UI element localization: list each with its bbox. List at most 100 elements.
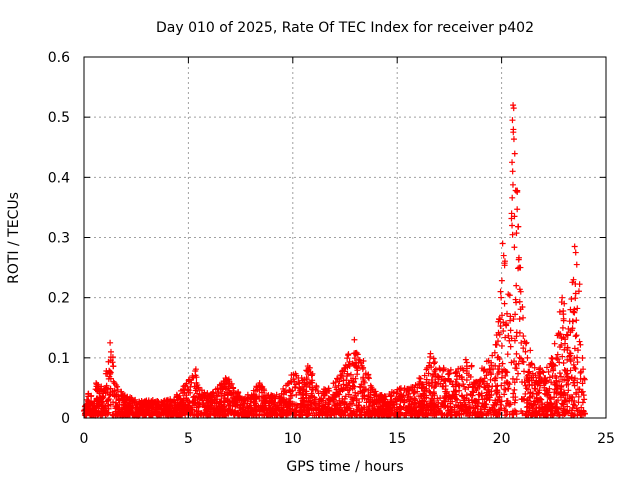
- data-point: [321, 404, 328, 411]
- data-point: [569, 279, 576, 286]
- data-point: [420, 398, 427, 405]
- x-tick-label: 15: [388, 431, 406, 447]
- data-point: [280, 404, 287, 411]
- data-point: [526, 407, 533, 414]
- data-point: [495, 338, 502, 345]
- data-point: [493, 332, 500, 339]
- data-point: [571, 364, 578, 371]
- data-point: [356, 383, 363, 390]
- data-point: [332, 379, 339, 386]
- data-point: [563, 408, 570, 415]
- data-point: [575, 288, 582, 295]
- data-point: [444, 368, 451, 375]
- data-point: [237, 402, 244, 409]
- data-point: [568, 393, 575, 400]
- data-point: [452, 383, 459, 390]
- data-point: [559, 294, 566, 301]
- data-point: [110, 363, 117, 370]
- data-point: [358, 362, 365, 369]
- data-point: [519, 303, 526, 310]
- data-point: [241, 397, 248, 404]
- y-tick-label: 0.4: [48, 170, 70, 186]
- data-point: [287, 401, 294, 408]
- data-point: [521, 368, 528, 375]
- data-point: [570, 318, 577, 325]
- data-point: [164, 397, 171, 404]
- data-point: [423, 376, 430, 383]
- y-tick-label: 0: [61, 411, 70, 427]
- data-point: [280, 409, 287, 416]
- data-point: [330, 398, 337, 405]
- data-point: [350, 383, 357, 390]
- data-point: [320, 392, 327, 399]
- data-point: [211, 397, 218, 404]
- data-point: [579, 354, 586, 361]
- data-point: [546, 385, 553, 392]
- data-point: [558, 394, 565, 401]
- data-point: [519, 410, 526, 417]
- data-point: [509, 168, 516, 175]
- data-point: [212, 409, 219, 416]
- data-point: [186, 399, 193, 406]
- data-point: [561, 366, 568, 373]
- data-point: [122, 405, 129, 412]
- data-point: [288, 372, 295, 379]
- data-point: [546, 374, 553, 381]
- data-point: [564, 344, 571, 351]
- data-point: [468, 362, 475, 369]
- data-point: [414, 388, 421, 395]
- data-point: [570, 309, 577, 316]
- data-point: [155, 412, 162, 419]
- data-point: [307, 369, 314, 376]
- data-point: [179, 399, 186, 406]
- data-point: [453, 410, 460, 417]
- data-point: [526, 368, 533, 375]
- data-point: [428, 383, 435, 390]
- data-point: [456, 382, 463, 389]
- data-point: [95, 385, 102, 392]
- data-point: [492, 374, 499, 381]
- data-point: [83, 396, 90, 403]
- data-point: [125, 410, 132, 417]
- data-point: [558, 400, 565, 407]
- data-point: [376, 406, 383, 413]
- data-point: [480, 411, 487, 418]
- data-point: [105, 375, 112, 382]
- data-point: [430, 355, 437, 362]
- data-point: [179, 386, 186, 393]
- x-tick-label: 10: [284, 431, 302, 447]
- data-point: [509, 411, 516, 418]
- data-point: [159, 401, 166, 408]
- data-point: [359, 365, 366, 372]
- data-point: [246, 402, 253, 409]
- data-point: [100, 394, 107, 401]
- data-point: [330, 410, 337, 417]
- data-point: [205, 404, 212, 411]
- data-point: [441, 395, 448, 402]
- data-point: [114, 386, 121, 393]
- data-point: [578, 368, 585, 375]
- data-point: [340, 399, 347, 406]
- data-point: [187, 389, 194, 396]
- data-point: [262, 400, 269, 407]
- data-point: [498, 398, 505, 405]
- data-point: [577, 411, 584, 418]
- data-point: [284, 380, 291, 387]
- y-tick-label: 0.5: [48, 110, 70, 126]
- data-point: [505, 332, 512, 339]
- data-point: [535, 380, 542, 387]
- data-point: [549, 411, 556, 418]
- data-point: [114, 383, 121, 390]
- data-point: [509, 194, 516, 201]
- data-point: [577, 341, 584, 348]
- data-point: [153, 403, 160, 410]
- data-point: [483, 380, 490, 387]
- data-point: [542, 403, 549, 410]
- data-point: [383, 405, 390, 412]
- data-point: [160, 398, 167, 405]
- data-point: [389, 410, 396, 417]
- data-point: [218, 398, 225, 405]
- data-point: [345, 405, 352, 412]
- data-point: [579, 380, 586, 387]
- data-point: [581, 376, 588, 383]
